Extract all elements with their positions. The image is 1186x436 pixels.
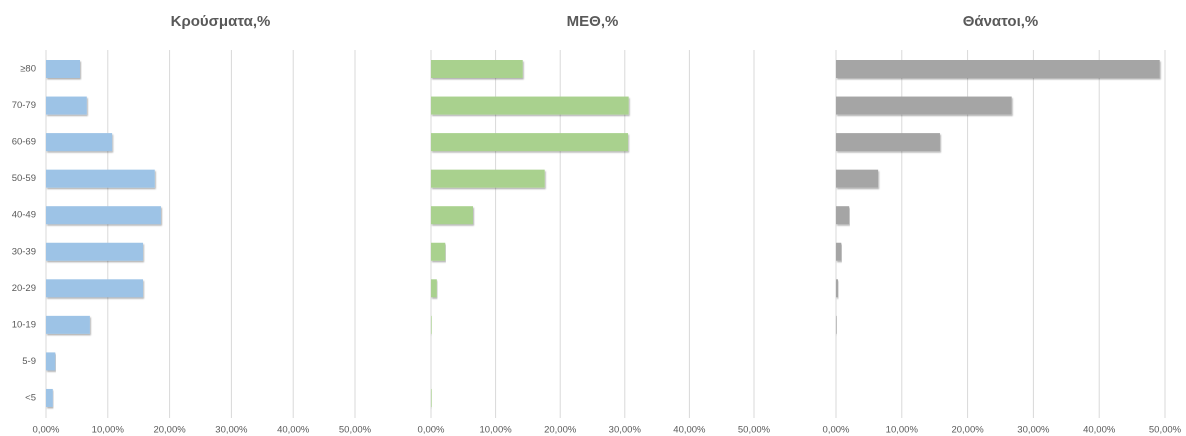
bar [431,96,629,115]
chart-title: Κρούσματα,% [171,13,271,30]
bar [431,60,523,78]
bar [46,96,87,115]
x-tick-label: 50,00% [738,425,771,436]
y-tick-label: 60-69 [12,137,36,148]
y-tick-label: 50-59 [12,173,36,184]
x-tick-label: 30,00% [215,425,248,436]
bar [431,242,446,261]
bar [431,133,629,152]
chart-title: ΜΕΘ,% [567,13,619,30]
x-tick-label: 0,00% [823,425,850,436]
bar [46,352,56,371]
y-tick-label: <5 [25,392,36,403]
y-tick-label: 30-39 [12,246,36,257]
bar [431,279,437,298]
x-tick-label: 20,00% [951,425,984,436]
x-tick-label: 0,00% [418,425,445,436]
bar [431,169,545,188]
chart-title: Θάνατοι,% [963,13,1039,30]
x-tick-label: 50,00% [1149,425,1182,436]
bar [46,242,144,261]
bar [836,133,940,152]
x-tick-label: 10,00% [479,425,512,436]
x-tick-label: 50,00% [339,425,372,436]
y-tick-label: 10-19 [12,319,36,330]
x-tick-label: 10,00% [886,425,919,436]
bar [46,279,144,298]
x-tick-label: 40,00% [1083,425,1116,436]
bar [836,96,1012,115]
x-tick-label: 30,00% [1017,425,1050,436]
y-tick-label: 70-79 [12,100,36,111]
y-tick-label: 40-49 [12,210,36,221]
bar [836,206,850,225]
y-tick-label: 5-9 [22,356,36,367]
bar [431,315,432,334]
y-tick-label: ≥80 [20,64,36,75]
bar [46,206,161,225]
bar [46,169,155,188]
x-tick-label: 40,00% [277,425,310,436]
x-tick-label: 0,00% [33,425,60,436]
x-tick-label: 10,00% [92,425,125,436]
y-tick-label: 20-29 [12,283,36,294]
x-tick-label: 30,00% [609,425,642,436]
bar [836,279,838,298]
bar [836,169,879,188]
bar [836,242,842,261]
bar [46,315,90,334]
bar [836,315,837,334]
bar [46,388,53,407]
x-tick-label: 40,00% [673,425,706,436]
x-tick-label: 20,00% [544,425,577,436]
bar [431,388,432,407]
bar [431,206,473,225]
bar [836,60,1160,78]
x-tick-label: 20,00% [153,425,186,436]
bar [46,60,80,78]
bar [46,133,113,152]
